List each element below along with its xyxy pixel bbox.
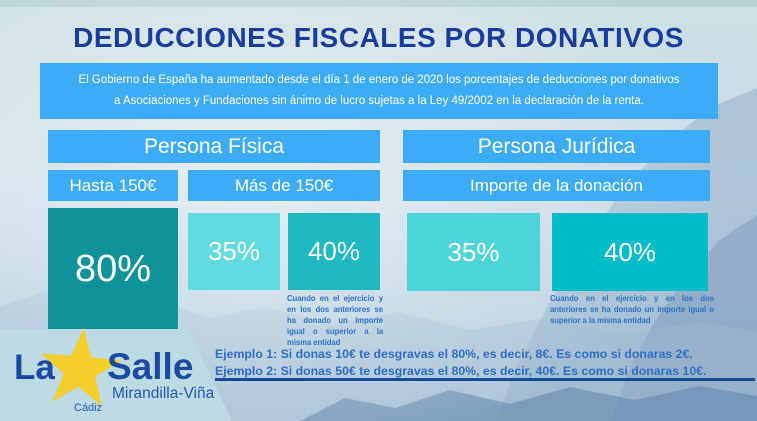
bracket-importe-donacion: Importe de la donación — [403, 170, 710, 201]
page-title: DEDUCCIONES FISCALES POR DONATIVOS — [73, 22, 684, 53]
logo-word-salle: Salle — [107, 346, 194, 387]
example-2: Ejemplo 2: Si donas 50€ te desgravas el … — [215, 364, 707, 379]
persona-juridica-header: Persona Jurídica — [403, 130, 710, 163]
divider-line — [215, 378, 755, 381]
logo-city: Cádiz — [74, 402, 103, 414]
examples-block: Ejemplo 1: Si donas 10€ te desgravas el … — [215, 346, 735, 381]
bracket-mas-150: Más de 150€ — [188, 170, 380, 201]
fisica-hasta-150-value: 80% — [48, 208, 178, 330]
example-1: Ejemplo 1: Si donas 10€ te desgravas el … — [215, 347, 693, 361]
juridica-value-40: 40% — [552, 213, 708, 291]
juridica-value-35: 35% — [407, 213, 540, 291]
fisica-mas-150-value-40: 40% — [288, 213, 380, 290]
fisica-40-note: Cuando en el ejercicio y en los dos ante… — [287, 294, 383, 347]
intro-banner: El Gobierno de España ha aumentado desde… — [40, 63, 718, 119]
star-icon — [41, 327, 122, 407]
intro-line-2: a Asociaciones y Fundaciones sin ánimo d… — [114, 95, 644, 107]
logo-word-la: La — [14, 348, 55, 387]
persona-fisica-header: Persona Física — [48, 130, 380, 163]
intro-line-1: El Gobierno de España ha aumentado desde… — [78, 73, 680, 86]
bracket-hasta-150: Hasta 150€ — [48, 170, 178, 201]
logo-background-wedge — [0, 329, 232, 421]
logo-subtitle: Mirandilla-Viña — [112, 385, 215, 402]
juridica-40-note: Cuando en el ejercicio y en los dos ante… — [550, 294, 714, 325]
fisica-mas-150-value-35: 35% — [188, 213, 280, 290]
